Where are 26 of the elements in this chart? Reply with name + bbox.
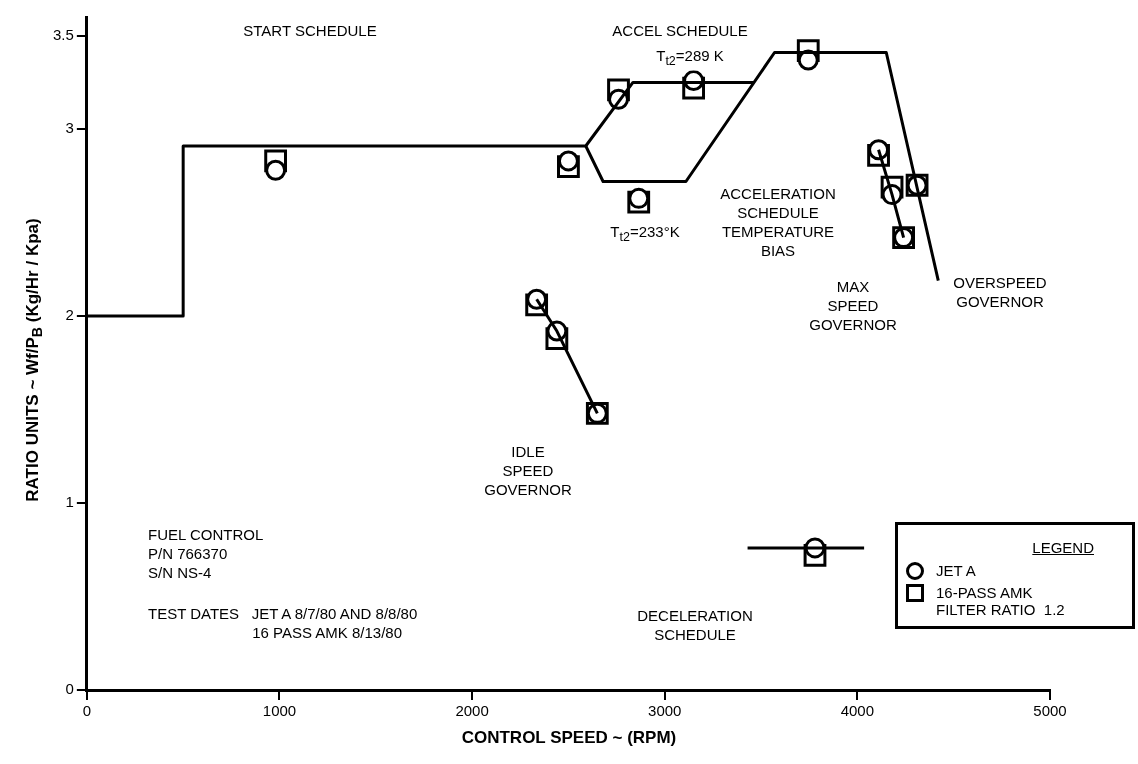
annotation: OVERSPEED GOVERNOR [950,273,1050,311]
annotation: MAX SPEED GOVERNOR [806,276,900,334]
annotation: START SCHEDULE [240,20,380,40]
x-axis-title: CONTROL SPEED ~ (RPM) [460,728,678,748]
annotation: T$_{t2}$=289 K [653,45,727,71]
y-tick-label: 3.5 [52,25,74,43]
x-tick-label: 2000 [455,702,489,720]
legend-label: 16-PASS AMK FILTER RATIO 1.2 [936,584,1065,618]
annotation: IDLE SPEED GOVERNOR [481,441,575,499]
legend-title: LEGEND [1031,539,1094,556]
annotation: T$_{t2}$=233°K [607,221,683,247]
x-tick-label: 4000 [840,702,875,720]
y-tick-label: 3 [65,119,74,137]
x-tick-label: 1000 [262,702,297,720]
x-tick-label: 5000 [1033,702,1067,720]
annotation: FUEL CONTROL P/N 766370 S/N NS-4 [148,525,265,582]
annotation: TEST DATES JET A 8/7/80 AND 8/8/80 16 PASS AMK 8/13/80 [148,604,418,642]
x-tick-label: 0 [82,702,92,720]
annotation: ACCEL SCHEDULE [609,20,751,40]
y-tick-label: 2 [65,306,74,324]
annotation: DECELERATION SCHEDULE [634,606,756,644]
y-tick-label: 0 [65,680,74,698]
legend-label: JET A [936,562,976,579]
annotation: ACCELERATION SCHEDULE TEMPERATURE BIAS [717,184,839,260]
x-tick-label: 3000 [648,702,682,720]
y-tick-label: 1 [65,493,74,511]
